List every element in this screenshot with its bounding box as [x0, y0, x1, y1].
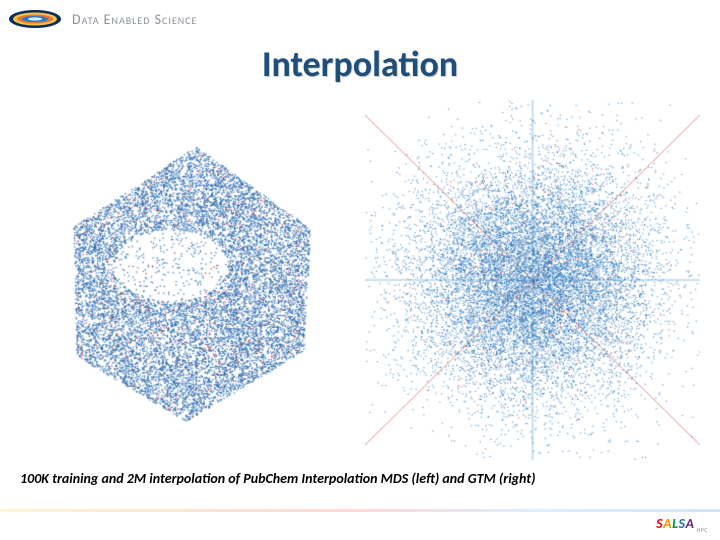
- swirl-icon: [8, 6, 62, 32]
- plot-row: [20, 100, 700, 460]
- footer-gradient-bar: [0, 509, 720, 512]
- slide-root: Data Enabled Science Interpolation 100K …: [0, 0, 720, 540]
- plot-gtm: [365, 100, 700, 460]
- footer-sublabel: HPC: [696, 526, 708, 534]
- footer-logo: SALSAHPC: [656, 515, 708, 534]
- plot-mds: [20, 100, 355, 460]
- scatter-canvas-mds: [20, 100, 355, 460]
- caption-text: 100K training and 2M interpolation of Pu…: [20, 470, 700, 488]
- header-logo: Data Enabled Science: [8, 6, 197, 32]
- header-text: Data Enabled Science: [72, 11, 197, 28]
- slide-title: Interpolation: [0, 42, 720, 86]
- scatter-canvas-gtm: [365, 100, 700, 460]
